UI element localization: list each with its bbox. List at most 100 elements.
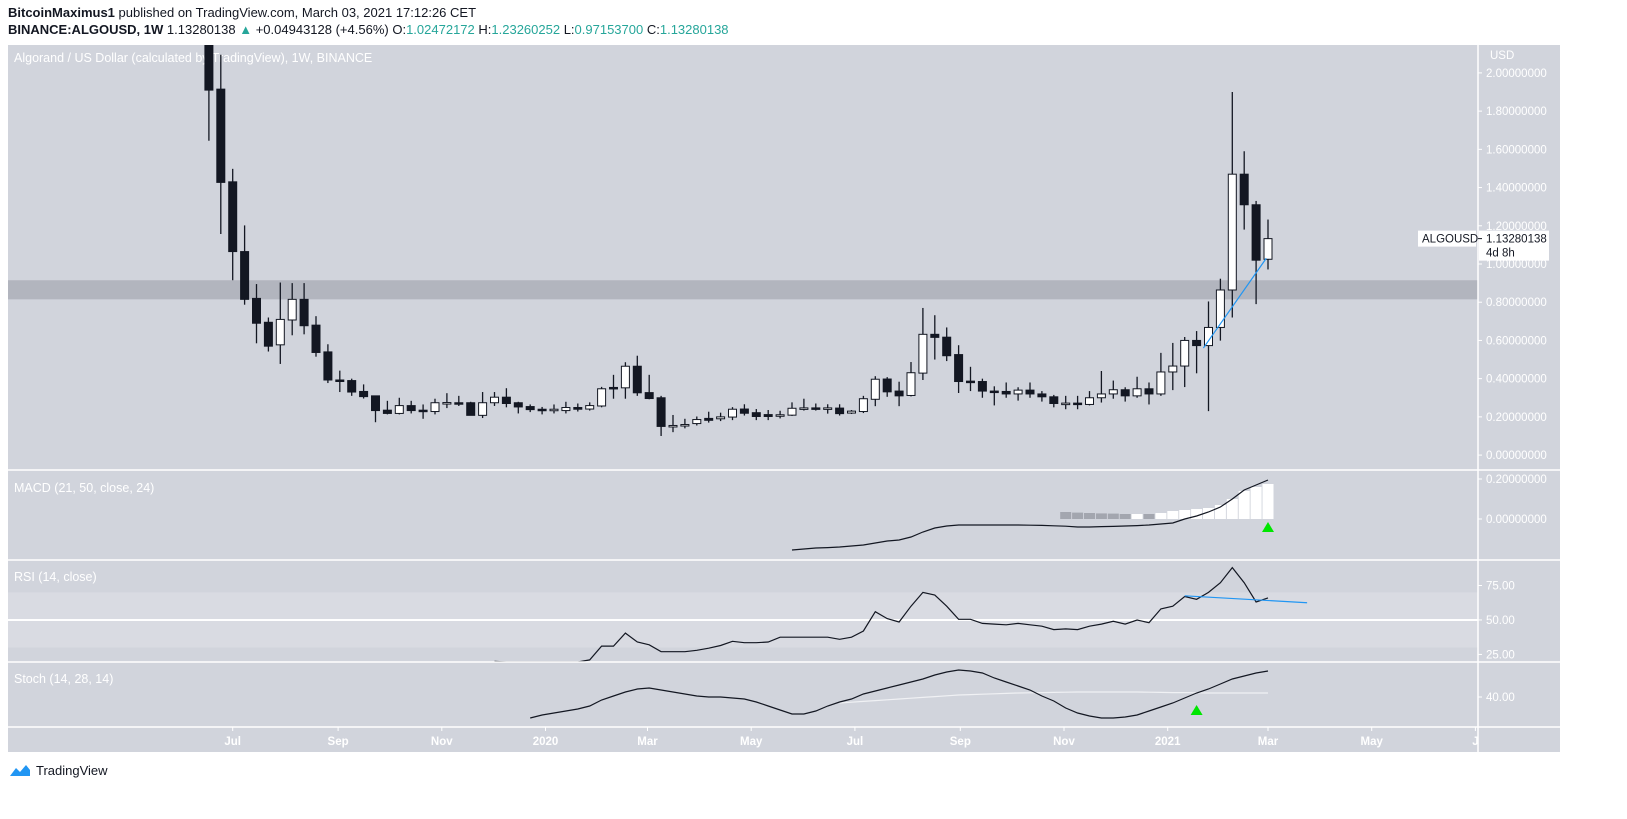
candle-body (989, 390, 999, 394)
candle-body (1061, 402, 1071, 406)
tradingview-cloud-icon (10, 765, 30, 776)
tradingview-logo[interactable]: TradingView (8, 762, 108, 778)
candle (585, 402, 595, 411)
author-name[interactable]: BitcoinMaximus1 (8, 5, 115, 20)
publish-info: BitcoinMaximus1 published on TradingView… (8, 5, 476, 20)
candle-body (454, 402, 464, 405)
candle (478, 392, 488, 419)
candle-body (371, 395, 380, 412)
price-axis-label: 1.00000000 (1486, 259, 1547, 271)
candle-body (1204, 326, 1213, 347)
candle-body (1215, 289, 1225, 328)
price-axis-label: 0.80000000 (1486, 297, 1547, 309)
macd-axis-label: 0.00000000 (1486, 514, 1547, 526)
macd-histogram-bar (1072, 512, 1084, 519)
candle (1239, 151, 1249, 230)
candle-body (632, 365, 642, 394)
stoch-k-line (530, 669, 1269, 719)
candle (561, 401, 571, 414)
time-axis-label: Jul (224, 736, 241, 748)
time-axis-label: 2021 (1155, 736, 1181, 748)
candle-body (1013, 389, 1023, 395)
candle-body (394, 405, 404, 414)
candle-body (1192, 339, 1202, 347)
candle-body (882, 378, 892, 393)
symbol-ohlc-bar: BINANCE:ALGOUSD, 1W 1.13280138 ▲ +0.0494… (8, 22, 729, 37)
candle-body (275, 318, 285, 346)
candle-body (716, 416, 726, 420)
candle (1061, 395, 1071, 410)
candle (216, 54, 226, 234)
candle-body (430, 402, 440, 413)
candle-body (537, 408, 547, 412)
candle (442, 393, 452, 409)
candle (466, 401, 476, 416)
candle-body (466, 402, 476, 416)
candle (287, 283, 297, 336)
candle (323, 344, 333, 384)
last-price-value: 1.13280138 (1486, 234, 1547, 246)
price-axis-label: 1.80000000 (1486, 106, 1547, 118)
buy-signal-triangle-icon (1190, 705, 1203, 715)
price-axis-label: 0.60000000 (1486, 335, 1547, 347)
macd-histogram-bar (1060, 512, 1072, 519)
candle (644, 374, 654, 400)
candle-body (1108, 389, 1118, 395)
candle (739, 404, 749, 416)
candle (1192, 331, 1202, 374)
candle (1215, 278, 1225, 341)
candle (1263, 219, 1273, 270)
candle (775, 410, 785, 419)
candle-body (644, 392, 654, 400)
candle (692, 416, 702, 426)
candle-body (335, 379, 345, 382)
candle-body (858, 398, 868, 413)
candle-body (1049, 396, 1059, 404)
candle (823, 404, 833, 414)
candle (371, 395, 380, 423)
candle-body (382, 409, 392, 414)
time-axis-label: Sep (328, 736, 349, 748)
candle-body (656, 397, 666, 427)
macd-line (791, 479, 1269, 551)
macd-title: MACD (21, 50, close, 24) (14, 481, 155, 495)
candle-body (1239, 173, 1249, 206)
candle (942, 327, 952, 362)
candle (1132, 376, 1142, 398)
candle (299, 283, 309, 335)
candle-body (585, 405, 595, 410)
open-label: O: (392, 22, 407, 37)
candle (1001, 382, 1011, 398)
candle (1096, 371, 1106, 403)
candle-body (668, 424, 678, 428)
macd-histogram-bar (1143, 514, 1155, 519)
candle (1227, 92, 1237, 318)
candle (870, 376, 880, 407)
price-trendline (1202, 257, 1267, 349)
time-axis-label: Mar (1258, 736, 1279, 748)
macd-axis-label: 0.20000000 (1486, 474, 1547, 486)
candle-body (1144, 388, 1154, 395)
low-value: 0.97153700 (574, 22, 644, 37)
macd-histogram-bar (1238, 491, 1250, 519)
candle-body (1227, 173, 1237, 291)
time-axis-label: Mar (637, 736, 658, 748)
candle (728, 407, 737, 421)
candle (1049, 394, 1059, 408)
candle-body (609, 386, 618, 390)
buy-signal-triangle-icon (1262, 522, 1274, 532)
price-axis-label: 1.40000000 (1486, 183, 1547, 195)
candle (716, 412, 726, 422)
candle (1085, 391, 1094, 406)
candle (835, 404, 845, 416)
candle-body (1120, 389, 1130, 397)
price-axis-label: 0.00000000 (1486, 450, 1547, 462)
candle (966, 366, 975, 392)
candle-body (906, 372, 916, 396)
candle (573, 403, 583, 412)
macd-histogram-bar (1167, 511, 1179, 519)
candle-body (561, 407, 571, 412)
candle (335, 370, 345, 393)
last-price: 1.13280138 (166, 22, 236, 37)
